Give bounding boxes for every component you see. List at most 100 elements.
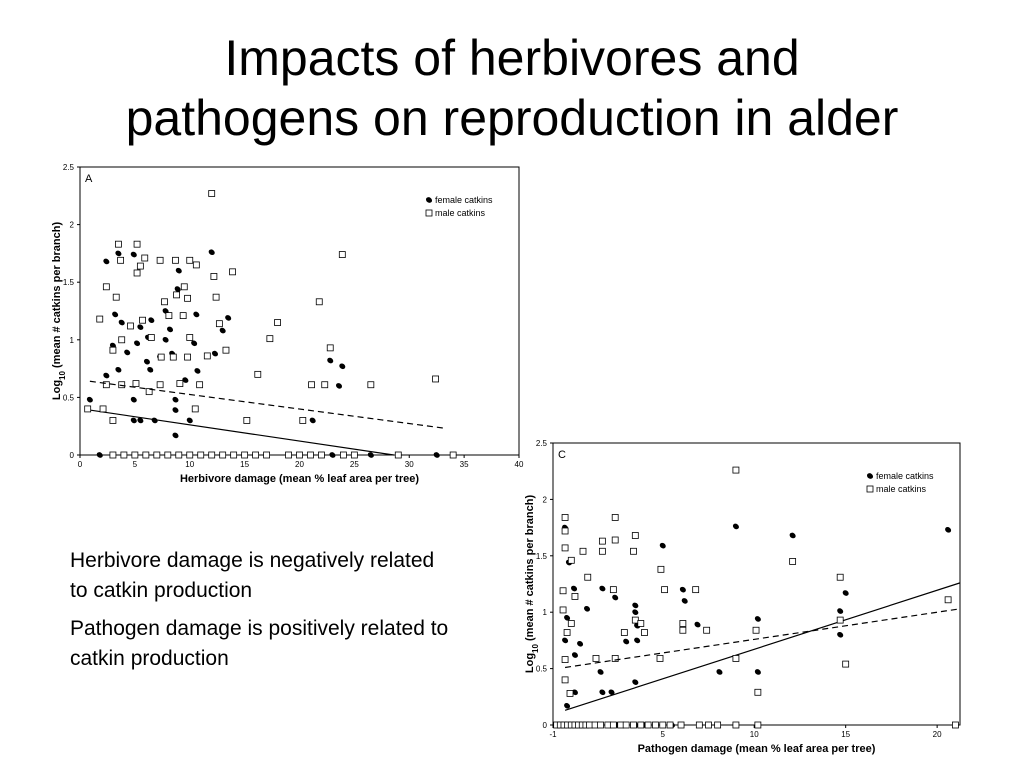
female-point [754, 616, 761, 622]
male-point [692, 586, 700, 594]
male-point [254, 370, 262, 378]
male-point [153, 451, 161, 459]
female-point [842, 590, 849, 596]
x-tick-label: 30 [405, 460, 414, 469]
female-point [162, 336, 169, 343]
female-point [584, 606, 591, 612]
male-point [679, 626, 687, 634]
x-axis-label: Pathogen damage (mean % leaf area per tr… [638, 743, 876, 755]
female-point [172, 396, 179, 403]
title-line: pathogens on reproduction in alder [125, 90, 899, 146]
male-point [561, 676, 569, 684]
male-point [622, 721, 630, 729]
female-point [115, 366, 122, 373]
male-point [208, 190, 216, 197]
female-point [789, 532, 796, 539]
y-tick-label: 1 [543, 608, 548, 617]
female-point [172, 407, 179, 413]
x-tick-label: 10 [750, 730, 759, 739]
trend-line [564, 608, 961, 669]
x-tick-label: 40 [515, 460, 524, 469]
male-point [219, 451, 227, 459]
female-point [608, 689, 615, 696]
male-point [677, 721, 685, 729]
male-point [637, 620, 645, 627]
male-point [274, 319, 281, 326]
male-point [175, 451, 183, 459]
female-point [208, 249, 215, 256]
male-point [836, 573, 844, 581]
male-point [132, 380, 140, 387]
male-point [611, 514, 619, 521]
male-point [156, 381, 164, 389]
female-point [172, 432, 179, 439]
x-tick-label: 20 [933, 730, 942, 739]
y-tick-label: 2.5 [63, 163, 75, 172]
female-point [866, 473, 874, 479]
male-point [266, 335, 274, 343]
trend-line [89, 380, 447, 430]
male-point [96, 315, 104, 323]
male-point [567, 556, 575, 564]
male-point [196, 381, 204, 389]
male-point [598, 537, 606, 545]
female-point [103, 372, 110, 379]
female-point [837, 631, 844, 638]
trend-line [89, 409, 394, 456]
male-point [338, 251, 346, 258]
female-point [659, 542, 666, 549]
male-point [133, 269, 141, 277]
male-point [184, 294, 191, 302]
male-point [609, 586, 617, 594]
male-point [944, 596, 952, 604]
male-point [315, 298, 323, 306]
male-point [241, 451, 249, 459]
male-point [127, 322, 134, 330]
female-point [130, 417, 137, 424]
male-point [109, 451, 117, 459]
male-point [631, 532, 639, 539]
male-point [754, 688, 762, 696]
x-tick-label: 15 [240, 460, 249, 469]
male-point [99, 405, 107, 413]
male-point [561, 544, 569, 552]
y-tick-label: 0 [543, 721, 548, 730]
male-point [732, 466, 740, 474]
female-point [612, 594, 619, 601]
legend-label: female catkins [876, 471, 934, 481]
female-point [694, 621, 701, 628]
male-point [191, 405, 199, 413]
male-point [666, 721, 674, 729]
male-point [630, 547, 637, 555]
y-axis-label-part: (mean # catkins per branch) [51, 222, 63, 371]
female-point [599, 689, 606, 696]
male-point [579, 547, 587, 555]
male-point [184, 353, 191, 361]
trend-line [564, 582, 961, 711]
male-point [165, 312, 173, 320]
male-point [620, 629, 628, 636]
slide-title: Impacts of herbivores and pathogens on r… [0, 28, 1024, 152]
female-point [175, 267, 182, 274]
male-point [117, 256, 125, 264]
male-point [559, 587, 567, 595]
male-point [611, 655, 619, 662]
male-point [172, 256, 179, 264]
male-point [567, 620, 575, 627]
bullet: Herbivore damage is negatively related t… [70, 549, 435, 602]
male-point [425, 209, 433, 217]
male-point [169, 353, 177, 361]
male-point [299, 417, 307, 424]
male-point [609, 721, 617, 729]
male-point [157, 353, 165, 361]
male-point [308, 381, 315, 389]
male-point [703, 626, 711, 634]
female-point [103, 258, 110, 265]
y-axis-label-part: Log [51, 380, 63, 400]
male-point [156, 256, 164, 264]
female-point [679, 586, 686, 593]
male-point [215, 320, 223, 328]
male-point [147, 334, 155, 341]
